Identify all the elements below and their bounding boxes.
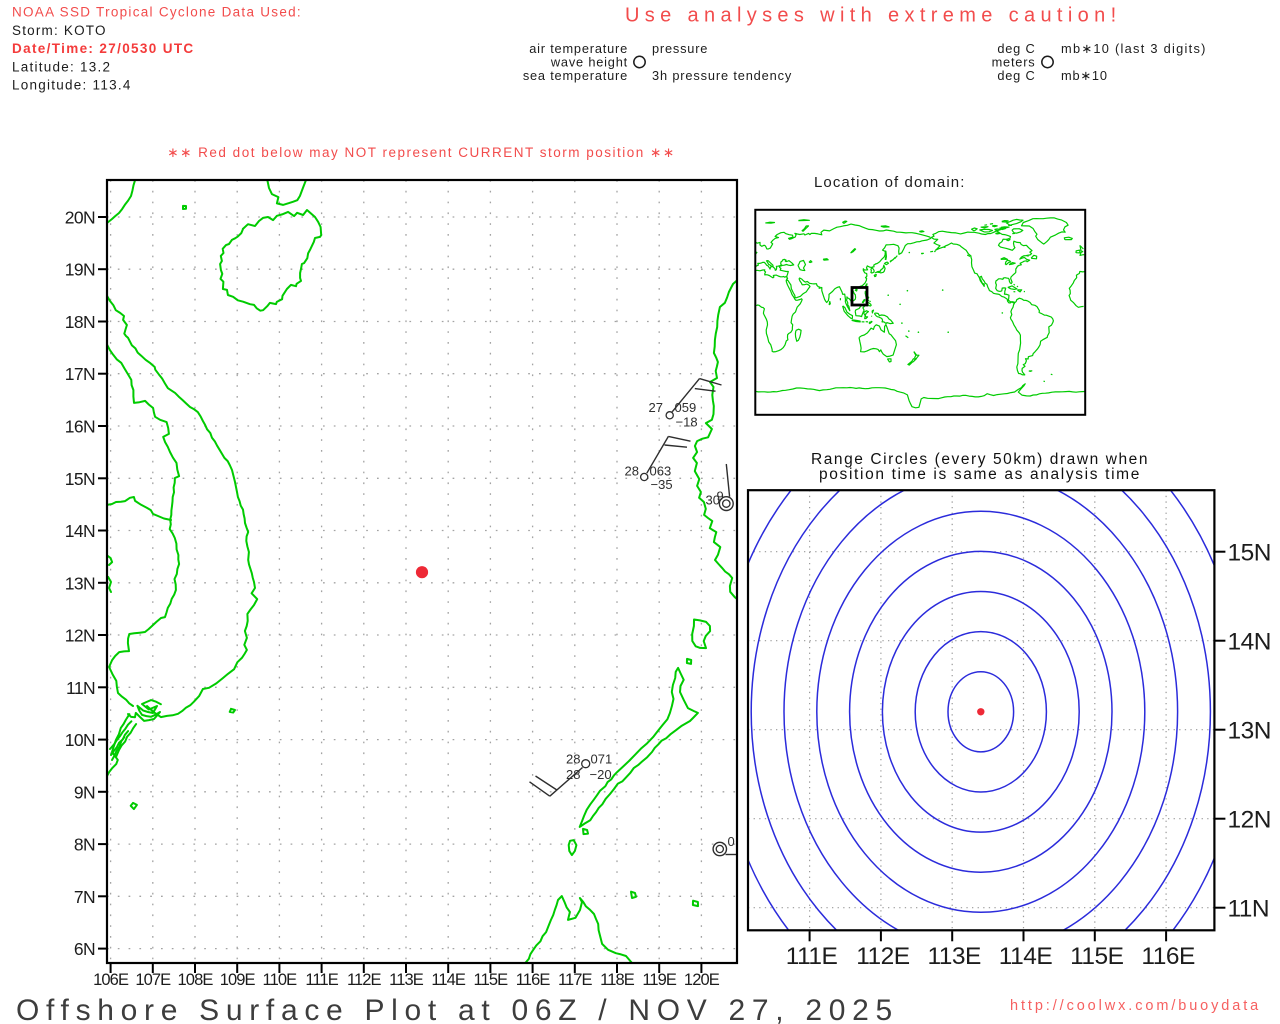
svg-text:sea temperature: sea temperature [523, 68, 628, 83]
svg-text:19N: 19N [65, 260, 95, 280]
svg-text:107E: 107E [135, 971, 171, 989]
svg-text:18N: 18N [65, 312, 95, 332]
svg-text:−18: −18 [676, 415, 698, 430]
svg-text:17N: 17N [65, 364, 95, 384]
svg-text:NOAA SSD Tropical Cyclone Data: NOAA SSD Tropical Cyclone Data Used: [12, 5, 302, 20]
svg-text:deg C: deg C [997, 41, 1035, 56]
svg-text:6N: 6N [74, 939, 95, 959]
svg-text:Location of domain:: Location of domain: [814, 174, 965, 191]
svg-text:air temperature: air temperature [529, 41, 628, 56]
svg-text:13N: 13N [1228, 718, 1271, 745]
svg-text:Longitude: 113.4: Longitude: 113.4 [12, 78, 132, 93]
svg-text:113E: 113E [927, 943, 981, 970]
svg-text:Range Circles (every 50km) dra: Range Circles (every 50km) drawn when [811, 451, 1149, 468]
svg-text:12N: 12N [1228, 807, 1271, 834]
svg-text:116E: 116E [1141, 943, 1195, 970]
svg-text:3h pressure tendency: 3h pressure tendency [652, 68, 792, 83]
svg-text:108E: 108E [178, 971, 214, 989]
svg-text:14N: 14N [1228, 629, 1271, 656]
svg-text:12N: 12N [65, 626, 95, 646]
svg-text:30: 30 [706, 493, 720, 508]
svg-text:109E: 109E [220, 971, 256, 989]
svg-text:28: 28 [625, 464, 639, 479]
svg-text:119E: 119E [642, 971, 677, 989]
svg-text:14N: 14N [65, 521, 95, 541]
svg-text:117E: 117E [558, 971, 593, 989]
svg-text:9N: 9N [74, 782, 95, 802]
svg-text:∗∗ Red dot below may NOT repre: ∗∗ Red dot below may NOT represent CURRE… [167, 145, 675, 160]
svg-text:mb∗10 (last 3 digits): mb∗10 (last 3 digits) [1061, 41, 1207, 56]
svg-text:deg C: deg C [997, 68, 1035, 83]
svg-text:106E: 106E [93, 971, 129, 989]
svg-text:28: 28 [566, 752, 580, 767]
svg-text:059: 059 [675, 400, 697, 415]
svg-text:112E: 112E [856, 943, 910, 970]
svg-text:Offshore Surface Plot at 06Z /: Offshore Surface Plot at 06Z / NOV 27, 2… [16, 994, 899, 1024]
svg-text:115E: 115E [474, 971, 509, 989]
svg-text:mb∗10: mb∗10 [1061, 68, 1108, 83]
svg-text:114E: 114E [999, 943, 1053, 970]
svg-text:Storm: KOTO: Storm: KOTO [12, 23, 107, 38]
svg-text:27: 27 [649, 400, 663, 415]
svg-text:112E: 112E [347, 971, 382, 989]
svg-text:120E: 120E [684, 971, 720, 989]
svg-text:115E: 115E [1070, 943, 1124, 970]
svg-text:111E: 111E [786, 943, 838, 970]
svg-text:116E: 116E [516, 971, 551, 989]
svg-text:Use analyses with extreme caut: Use analyses with extreme caution! [625, 5, 1122, 27]
svg-text:0: 0 [728, 834, 735, 849]
svg-text:−35: −35 [651, 477, 673, 492]
svg-text:15N: 15N [65, 469, 95, 489]
svg-text:wave height: wave height [550, 55, 628, 70]
svg-text:Date/Time: 27/0530 UTC: Date/Time: 27/0530 UTC [12, 41, 195, 56]
svg-text:15N: 15N [1228, 540, 1271, 567]
svg-text:16N: 16N [65, 417, 95, 437]
svg-text:Latitude: 13.2: Latitude: 13.2 [12, 59, 111, 74]
svg-text:8N: 8N [74, 835, 95, 855]
svg-text:063: 063 [650, 464, 672, 479]
svg-text:pressure: pressure [652, 41, 708, 56]
svg-text:http://coolwx.com/buoydata: http://coolwx.com/buoydata [1010, 998, 1261, 1014]
svg-text:11N: 11N [1228, 896, 1270, 923]
svg-text:position time is same as analy: position time is same as analysis time [819, 466, 1141, 483]
svg-text:13N: 13N [65, 573, 95, 593]
svg-text:9: 9 [717, 489, 724, 504]
svg-text:071: 071 [591, 752, 613, 767]
svg-text:118E: 118E [600, 971, 635, 989]
svg-text:7N: 7N [74, 887, 95, 907]
svg-text:11N: 11N [66, 678, 95, 698]
svg-text:−20: −20 [590, 767, 612, 782]
svg-text:20N: 20N [65, 207, 95, 227]
svg-text:111E: 111E [305, 971, 338, 989]
svg-text:10N: 10N [65, 730, 95, 750]
svg-text:110E: 110E [263, 971, 298, 989]
svg-text:114E: 114E [431, 971, 466, 989]
svg-text:113E: 113E [389, 971, 424, 989]
svg-text:meters: meters [992, 55, 1036, 70]
